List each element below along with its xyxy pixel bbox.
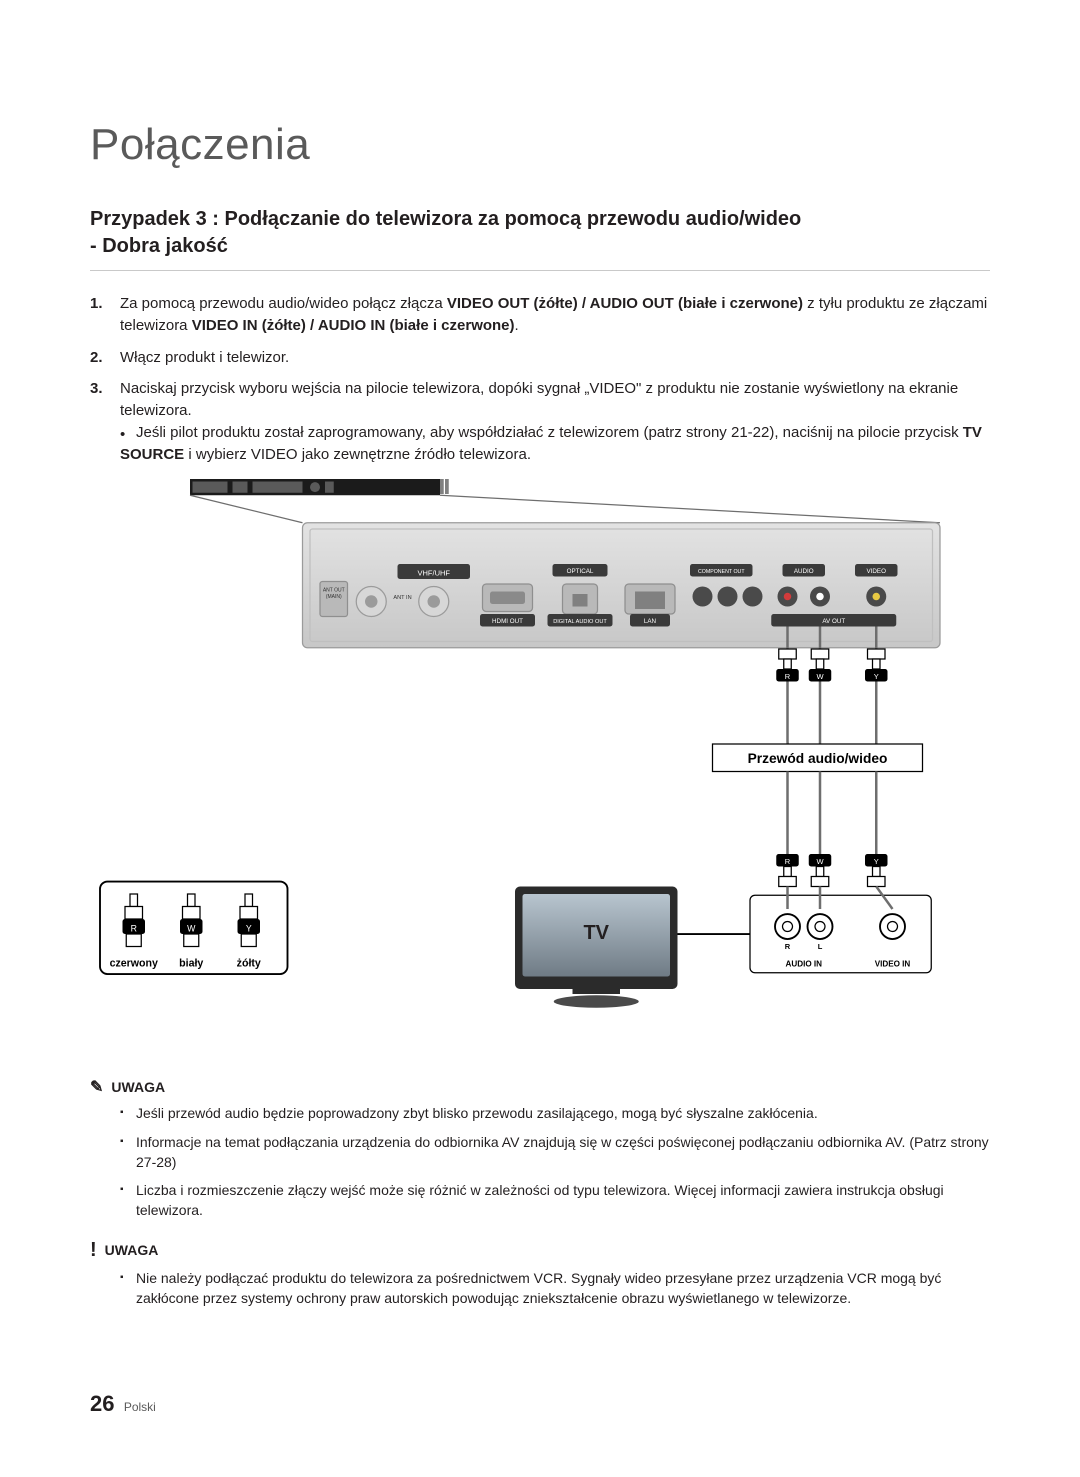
plug-top-r: R bbox=[776, 649, 799, 682]
plug-bot-w: W bbox=[809, 854, 832, 887]
step-1-b1: VIDEO OUT (żółte) / AUDIO OUT (białe i c… bbox=[447, 295, 803, 312]
connection-diagram: VHF/UHF ANT OUT (MAIN) ANT IN HDMI OUT O… bbox=[90, 479, 990, 1059]
case-title: Przypadek 3 : Podłączanie do telewizora … bbox=[90, 206, 990, 260]
antin-label: ANT IN bbox=[393, 595, 411, 601]
legend-red: czerwony bbox=[110, 958, 158, 970]
antout-sub: (MAIN) bbox=[326, 594, 342, 600]
footer-lang: Polski bbox=[124, 1400, 156, 1414]
step-3-sub-pre: Jeśli pilot produktu został zaprogramowa… bbox=[136, 424, 963, 441]
step-1-post: . bbox=[515, 317, 519, 334]
tv-socket-r-label: R bbox=[785, 942, 791, 951]
note-info-3: Liczba i rozmieszczenie złączy wejść moż… bbox=[136, 1180, 990, 1221]
plug-bot-r-label: R bbox=[785, 857, 791, 866]
case-title-line2: - Dobra jakość bbox=[90, 235, 228, 257]
tv-socket-l-label: L bbox=[818, 942, 823, 951]
diagram-svg: VHF/UHF ANT OUT (MAIN) ANT IN HDMI OUT O… bbox=[90, 479, 990, 1054]
step-2-num: 2. bbox=[90, 347, 103, 369]
audio-label: AUDIO bbox=[794, 568, 814, 575]
note-info: ✎ UWAGA Jeśli przewód audio będzie popro… bbox=[90, 1077, 990, 1220]
note-caution: ! UWAGA Nie należy podłączać produktu do… bbox=[90, 1239, 990, 1309]
plug-bot-w-label: W bbox=[816, 857, 824, 866]
step-2: 2. Włącz produkt i telewizor. bbox=[120, 347, 990, 369]
hdmi-label: HDMI OUT bbox=[492, 618, 523, 625]
rear-panel bbox=[303, 523, 941, 648]
legend-y: Y bbox=[246, 924, 252, 934]
legend-yellow: żółty bbox=[237, 958, 261, 970]
video-label: VIDEO bbox=[867, 568, 887, 575]
legend-r: R bbox=[131, 924, 137, 934]
plug-bot-y: Y bbox=[865, 854, 888, 887]
step-1: 1. Za pomocą przewodu audio/wideo połącz… bbox=[120, 293, 990, 337]
plug-top-w: W bbox=[809, 649, 832, 682]
step-1-body: Za pomocą przewodu audio/wideo połącz zł… bbox=[120, 293, 990, 337]
note-info-head: UWAGA bbox=[111, 1079, 165, 1095]
digaudio-label: DIGITAL AUDIO OUT bbox=[553, 619, 607, 625]
plug-bot-y-label: Y bbox=[874, 857, 879, 866]
optical-label: OPTICAL bbox=[567, 568, 594, 575]
legend-w: W bbox=[187, 924, 196, 934]
tv-label: TV bbox=[583, 922, 609, 944]
tv-video-in: VIDEO IN bbox=[875, 960, 911, 969]
cable-label: Przewód audio/wideo bbox=[748, 751, 888, 766]
section-title: Połączenia bbox=[90, 120, 990, 170]
antout-label: ANT OUT bbox=[323, 588, 345, 594]
page-footer: 26 Polski bbox=[90, 1391, 156, 1417]
pencil-icon: ✎ bbox=[90, 1077, 103, 1097]
note-info-list: Jeśli przewód audio będzie poprowadzony … bbox=[90, 1103, 990, 1220]
step-3-sub: Jeśli pilot produktu został zaprogramowa… bbox=[120, 424, 982, 463]
step-3: 3. Naciskaj przycisk wyboru wejścia na p… bbox=[120, 378, 990, 465]
plug-top-r-label: R bbox=[785, 672, 791, 681]
exclamation-icon: ! bbox=[90, 1239, 97, 1262]
step-1-pre: Za pomocą przewodu audio/wideo połącz zł… bbox=[120, 295, 447, 312]
component-label: COMPONENT OUT bbox=[698, 569, 745, 575]
note-caution-head: UWAGA bbox=[105, 1242, 159, 1258]
step-3-body: Naciskaj przycisk wyboru wejścia na pilo… bbox=[120, 378, 990, 422]
legend-white: biały bbox=[179, 958, 203, 970]
tv-audio-in: AUDIO IN bbox=[786, 960, 823, 969]
plug-top-y-label: Y bbox=[874, 672, 879, 681]
page-number: 26 bbox=[90, 1391, 114, 1416]
step-3-sub-post: i wybierz VIDEO jako zewnętrzne źródło t… bbox=[184, 446, 531, 463]
steps-list: 1. Za pomocą przewodu audio/wideo połącz… bbox=[90, 293, 990, 465]
note-info-1: Jeśli przewód audio będzie poprowadzony … bbox=[136, 1103, 990, 1123]
lan-label: LAN bbox=[644, 618, 656, 625]
tv-illustration: TV bbox=[515, 887, 678, 1008]
plug-top-w-label: W bbox=[816, 672, 824, 681]
vhf-label: VHF/UHF bbox=[418, 569, 451, 578]
title-rule bbox=[90, 270, 990, 271]
plug-top-y: Y bbox=[865, 649, 888, 682]
step-2-body: Włącz produkt i telewizor. bbox=[120, 347, 990, 369]
legend-box: R W Y czerwony biały żółty bbox=[100, 882, 288, 975]
case-title-line1: Przypadek 3 : Podłączanie do telewizora … bbox=[90, 208, 801, 230]
step-3-num: 3. bbox=[90, 378, 103, 400]
note-caution-list: Nie należy podłączać produktu do telewiz… bbox=[90, 1268, 990, 1309]
avout-label: AV OUT bbox=[822, 618, 845, 625]
step-1-b2: VIDEO IN (żółte) / AUDIO IN (białe i cze… bbox=[192, 317, 515, 334]
note-info-2: Informacje na temat podłączania urządzen… bbox=[136, 1132, 990, 1173]
plug-bot-r: R bbox=[776, 854, 799, 887]
step-1-num: 1. bbox=[90, 293, 103, 315]
note-caution-1: Nie należy podłączać produktu do telewiz… bbox=[136, 1268, 990, 1309]
